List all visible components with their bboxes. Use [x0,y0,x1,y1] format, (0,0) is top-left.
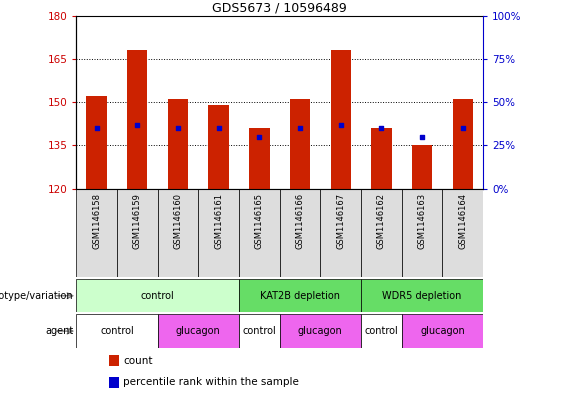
Text: control: control [100,326,134,336]
Text: GSM1146165: GSM1146165 [255,193,264,249]
Bar [249,128,270,189]
Bar [361,279,483,312]
Text: GSM1146160: GSM1146160 [173,193,182,249]
Bar [86,96,107,189]
Bar [158,314,239,348]
Text: KAT2B depletion: KAT2B depletion [260,291,340,301]
Bar [280,189,320,277]
Text: GSM1146161: GSM1146161 [214,193,223,249]
Bar [402,189,442,277]
Bar [239,189,280,277]
Bar [371,128,392,189]
Text: glucagon: glucagon [298,326,343,336]
Text: GSM1146163: GSM1146163 [418,193,427,249]
Text: GSM1146164: GSM1146164 [458,193,467,249]
Bar [453,99,473,189]
Bar [198,189,239,277]
Bar [320,189,361,277]
Title: GDS5673 / 10596489: GDS5673 / 10596489 [212,2,347,15]
Text: GSM1146158: GSM1146158 [92,193,101,249]
Bar [361,314,402,348]
Text: percentile rank within the sample: percentile rank within the sample [123,377,299,387]
Point [173,125,182,131]
Bar [76,279,239,312]
Text: control: control [141,291,175,301]
Bar [168,99,188,189]
Point [336,122,345,129]
Text: genotype/variation: genotype/variation [0,291,73,301]
Bar [412,145,432,189]
Text: GSM1146167: GSM1146167 [336,193,345,249]
Point [133,122,142,129]
Point [377,125,386,131]
Text: agent: agent [45,326,73,336]
Bar [361,189,402,277]
Bar [158,189,198,277]
Bar [76,314,158,348]
Bar [280,314,361,348]
Text: GSM1146159: GSM1146159 [133,193,142,249]
Text: count: count [123,356,153,365]
Text: WDR5 depletion: WDR5 depletion [383,291,462,301]
Bar [109,355,119,366]
Text: glucagon: glucagon [176,326,221,336]
Bar [127,50,147,189]
Bar [76,189,117,277]
Text: GSM1146166: GSM1146166 [295,193,305,249]
Bar [208,105,229,189]
Point [418,134,427,140]
Bar [402,314,483,348]
Point [458,125,467,131]
Point [214,125,223,131]
Bar [239,279,361,312]
Bar [442,189,483,277]
Bar [290,99,310,189]
Text: control: control [364,326,398,336]
Text: glucagon: glucagon [420,326,465,336]
Text: control: control [242,326,276,336]
Bar [239,314,280,348]
Bar [117,189,158,277]
Point [295,125,305,131]
Bar [331,50,351,189]
Bar [109,377,119,388]
Point [255,134,264,140]
Text: GSM1146162: GSM1146162 [377,193,386,249]
Point [92,125,101,131]
